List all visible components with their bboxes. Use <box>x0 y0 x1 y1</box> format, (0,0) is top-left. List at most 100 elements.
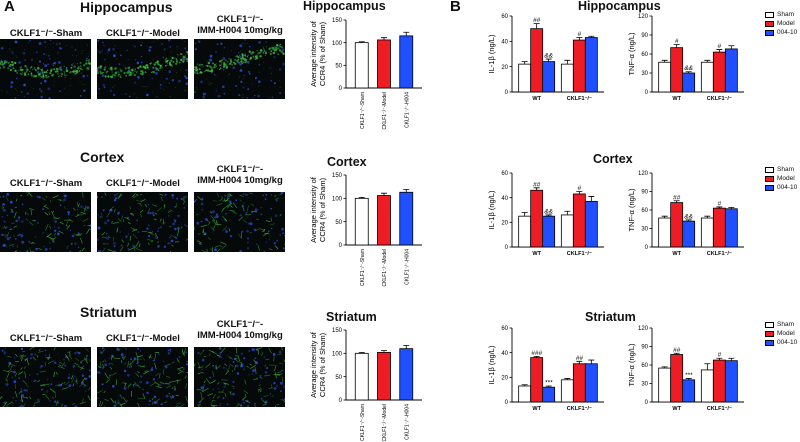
significance-mark: ### <box>531 350 542 357</box>
legend-label: 004-10 <box>777 184 798 191</box>
chart-title: Cortex <box>327 155 367 169</box>
x-tick-label: WT <box>532 96 541 102</box>
y-tick-label: 120 <box>638 14 649 20</box>
bar <box>682 220 696 248</box>
error-bar <box>564 59 571 65</box>
bar <box>700 61 714 93</box>
y-tick-label: 0 <box>339 86 343 92</box>
legend-item: 004-10 <box>765 339 799 347</box>
legend-label: 004-10 <box>777 29 798 36</box>
significance-mark: ## <box>673 347 681 354</box>
y-tick-label: 30 <box>641 382 648 388</box>
bar <box>354 352 369 401</box>
y-tick-label: 50 <box>335 64 342 70</box>
error-bar <box>588 196 595 202</box>
significance-mark: ## <box>673 194 681 201</box>
significance-mark: && <box>684 65 693 72</box>
bar <box>518 215 532 248</box>
y-tick-label: 100 <box>332 352 343 358</box>
chart-tnfa-striatum: 0 30 60 90 120 TNF-α (ng/L) ## *** WT # CKLF1⁻/⁻ <box>627 326 744 412</box>
bar <box>354 42 369 89</box>
region-title-hippocampus: Hippocampus <box>80 0 173 15</box>
bar <box>542 61 556 93</box>
significance-mark: && <box>684 213 693 220</box>
bar <box>354 197 369 246</box>
bar <box>560 379 574 403</box>
legend-swatch <box>765 176 774 182</box>
bar <box>712 51 726 93</box>
error-bar <box>685 219 692 222</box>
y-axis-label: IL-1β (ng/L) <box>487 345 496 384</box>
bar <box>399 35 414 89</box>
y-axis-label: CCR4 (% of Sham) <box>318 21 327 86</box>
x-tick-label: WT <box>532 251 541 257</box>
significance-mark: *** <box>545 379 553 386</box>
y-axis-label: Average intensity of <box>309 20 318 87</box>
significance-mark: && <box>544 208 553 215</box>
legend-item: 004-10 <box>765 29 799 37</box>
significance-mark: ## <box>533 17 541 24</box>
x-tick-label: CKLF1⁻/⁻-H004 <box>404 92 410 128</box>
chart-tnfa-hippocampus: 0 30 60 90 120 TNF-α (ng/L) # && WT # CKLF1⁻/⁻ <box>627 14 744 102</box>
bar <box>584 363 598 403</box>
micrograph-image <box>0 192 91 252</box>
x-tick-label: CKLF1⁻/⁻-H004 <box>404 249 410 285</box>
error-bar <box>521 61 528 65</box>
bar <box>724 360 738 403</box>
y-tick-label: 100 <box>332 41 343 47</box>
error-bar <box>545 385 552 388</box>
x-tick-label: CKLF1⁻/⁻-Sham <box>360 404 366 441</box>
micrograph-image <box>0 347 91 407</box>
chart-tnfa-cortex: 0 30 60 90 120 TNF-α (ng/L) ## && WT # CKLF1⁻/⁻ <box>627 171 744 257</box>
y-tick-label: 0 <box>505 245 509 251</box>
chart-il1b-hippocampus: 0 20 40 60 IL-1β (ng/L) ## && WT # CKLF1⁻/⁻ <box>487 14 604 102</box>
y-tick-label: 90 <box>641 345 648 351</box>
legend-swatch <box>765 322 774 328</box>
chart-title: Hippocampus <box>578 0 661 13</box>
y-tick-label: 90 <box>641 33 648 39</box>
significance-mark: && <box>544 53 553 60</box>
y-tick-label: 40 <box>501 40 508 46</box>
error-bar <box>358 41 365 43</box>
bar <box>670 202 684 248</box>
chart-legend: Sham Model 004-10 <box>765 166 799 197</box>
y-tick-label: 0 <box>645 90 649 96</box>
error-bar <box>716 357 723 361</box>
image-caption: CKLF1⁻/⁻- IMM-H004 10mg/kg <box>197 319 283 341</box>
legend-label: Model <box>777 20 795 27</box>
error-bar <box>403 189 410 193</box>
bar <box>572 39 586 93</box>
micrograph-image <box>97 39 188 99</box>
legend-label: Sham <box>777 321 794 328</box>
error-bar <box>545 58 552 62</box>
image-caption: CKLF1⁻/⁻-Model <box>106 28 180 39</box>
y-axis-label: IL-1β (ng/L) <box>487 34 496 73</box>
image-caption: CKLF1⁻/⁻-Model <box>106 178 180 189</box>
y-tick-label: 90 <box>641 190 648 196</box>
chart-il1b-cortex: 0 20 40 60 IL-1β (ng/L) ## && WT # CKLF1⁻/⁻ <box>487 171 604 257</box>
micrograph-image <box>0 39 91 99</box>
y-axis-label: Average intensity of <box>309 176 318 243</box>
panel-letter-a: A <box>4 0 15 15</box>
significance-mark: # <box>718 352 722 359</box>
y-tick-label: 150 <box>332 18 343 24</box>
legend-item: Sham <box>765 321 799 329</box>
micrograph-image <box>97 192 188 252</box>
micrograph-image <box>97 347 188 407</box>
chart-legend: Sham Model 004-10 <box>765 11 799 42</box>
error-bar <box>381 37 387 40</box>
bar <box>377 351 391 401</box>
error-bar <box>716 49 723 53</box>
error-bar <box>673 200 680 203</box>
x-tick-label: CKLF1⁻/⁻ <box>567 251 592 257</box>
legend-label: Model <box>777 175 795 182</box>
bar <box>682 379 696 403</box>
significance-mark: # <box>718 200 722 207</box>
x-tick-label: CKLF1⁻/⁻ <box>707 96 732 102</box>
error-bar <box>685 71 692 73</box>
error-bar <box>728 45 735 49</box>
y-tick-label: 0 <box>505 90 509 96</box>
region-title-cortex: Cortex <box>80 149 125 165</box>
x-tick-label: WT <box>672 251 681 257</box>
y-tick-label: 40 <box>501 196 508 202</box>
